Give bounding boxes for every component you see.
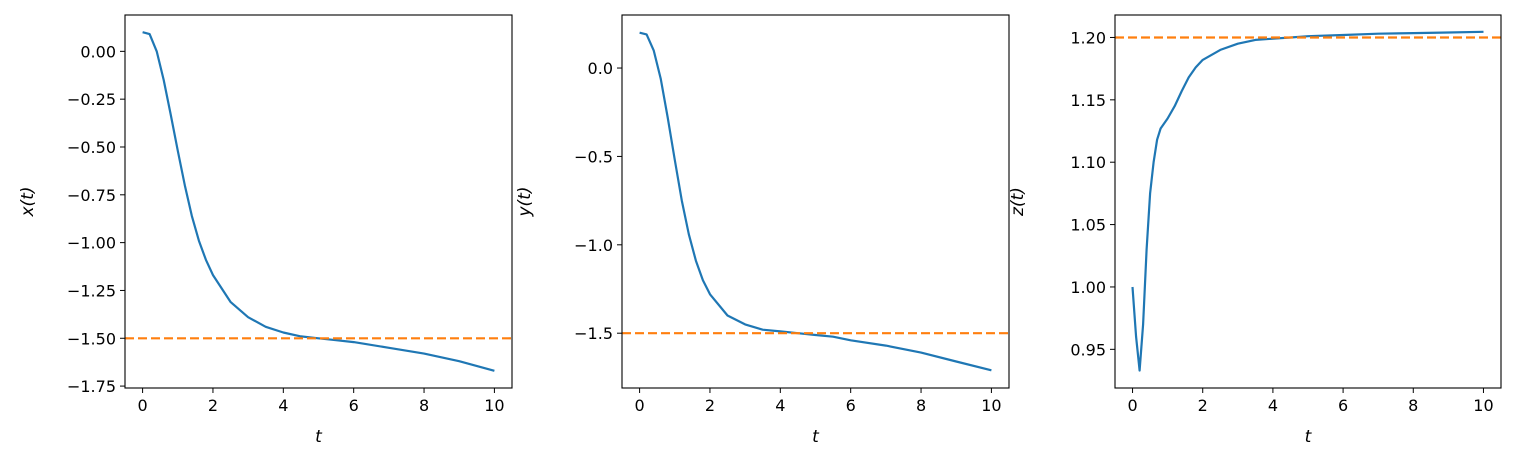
y-tick-label: 0.95	[1070, 340, 1106, 359]
series-line	[1131, 30, 1484, 372]
subplot-2: 0 2 4 6 8 10 0.0 −0.5 −1.0 −1.5 t y(t)	[515, 14, 1010, 447]
x-tick-label: 6	[349, 396, 359, 415]
x-tick-label: 2	[705, 396, 715, 415]
x-tick-label: 10	[1473, 396, 1493, 415]
x-axis-label: t	[1305, 427, 1313, 447]
x-tick-label: 6	[846, 396, 856, 415]
x-tick-label: 6	[1338, 396, 1348, 415]
y-tick-label: −1.25	[67, 281, 116, 300]
axes-frame	[621, 14, 1010, 389]
y-tick-label: −0.25	[67, 90, 116, 109]
x-tick-label: 8	[916, 396, 926, 415]
y-axis-label: y(t)	[515, 187, 535, 218]
y-tick-label: 1.00	[1070, 278, 1106, 297]
x-tick-label: 10	[981, 396, 1001, 415]
x-tick-label: 4	[1268, 396, 1278, 415]
x-tick-label: 8	[1408, 396, 1418, 415]
series-line	[142, 31, 495, 372]
x-tick-label: 0	[137, 396, 147, 415]
y-tick-label: −1.5	[574, 324, 613, 343]
y-tick-label: −0.50	[67, 138, 116, 157]
x-tick-label: 10	[484, 396, 504, 415]
y-tick-label: −0.75	[67, 186, 116, 205]
subplot-1: 0 2 4 6 8 10 0.00 −0.25 −0.50 −0.75 −1.00 −1.25 −1.5…	[18, 14, 513, 447]
y-tick-label: 1.05	[1070, 216, 1106, 235]
x-axis-label: t	[812, 427, 820, 447]
axes-frame	[1114, 14, 1502, 389]
x-tick-label: 0	[1127, 396, 1137, 415]
y-tick-label: −1.50	[67, 329, 116, 348]
y-tick-label: 0.0	[588, 59, 613, 78]
y-tick-label: 1.20	[1070, 28, 1106, 47]
y-tick-label: −1.0	[574, 236, 613, 255]
y-tick-label: −1.00	[67, 234, 116, 253]
y-tick-label: 0.00	[80, 42, 116, 61]
y-tick-label: 1.10	[1070, 153, 1106, 172]
axes-frame	[124, 14, 513, 389]
x-tick-label: 8	[419, 396, 429, 415]
x-tick-label: 4	[278, 396, 288, 415]
x-tick-label: 4	[775, 396, 785, 415]
subplot-3: 0 2 4 6 8 10 0.95 1.00 1.05 1.10 1.15 1.20 t z(t)	[1008, 14, 1502, 447]
x-axis-label: t	[315, 427, 323, 447]
y-axis-label: z(t)	[1008, 187, 1028, 217]
y-tick-label: −0.5	[574, 147, 613, 166]
y-tick-label: −1.75	[67, 377, 116, 396]
series-line	[639, 31, 992, 372]
y-tick-label: 1.15	[1070, 91, 1106, 110]
x-tick-label: 0	[634, 396, 644, 415]
x-tick-label: 2	[208, 396, 218, 415]
y-axis-label: x(t)	[18, 187, 38, 218]
x-tick-label: 2	[1198, 396, 1208, 415]
